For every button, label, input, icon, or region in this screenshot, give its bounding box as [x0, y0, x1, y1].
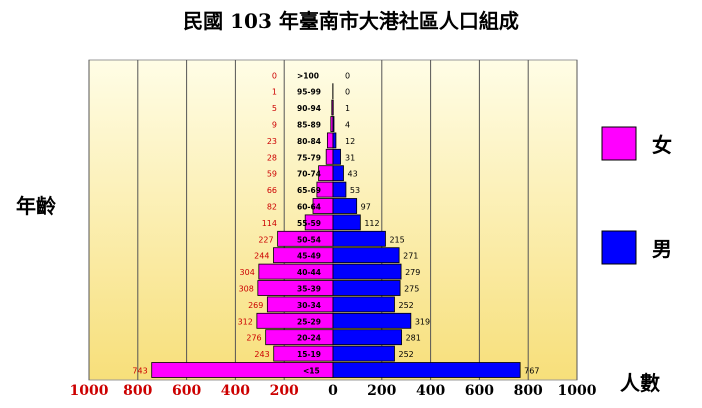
legend-female-label: 女: [652, 133, 672, 157]
bar-male-20-24: [332, 329, 402, 346]
x-tick-label: 800: [514, 383, 543, 399]
male-value-label: 4: [345, 121, 350, 130]
bar-male-<15: [332, 362, 521, 378]
female-value-label: 23: [267, 137, 277, 146]
male-value-label: 281: [406, 334, 421, 343]
x-tick-label: 0: [328, 383, 338, 399]
male-value-label: 0: [345, 71, 350, 80]
bar-male-15-19: [332, 345, 395, 362]
female-value-label: 304: [240, 268, 255, 277]
x-axis-ticks: 1000 800 600 400 200 0 200 400 600 800 1000: [70, 383, 597, 399]
female-value-label: 308: [239, 285, 254, 294]
age-group-label: >100: [297, 71, 319, 80]
age-group-label: 40-44: [297, 268, 321, 277]
female-value-label: 243: [254, 350, 269, 359]
x-tick-label: 600: [465, 383, 494, 399]
female-value-label: 1: [272, 88, 277, 97]
male-value-label: 43: [347, 170, 357, 179]
age-group-label: 15-19: [297, 350, 321, 359]
age-group-label: 75-79: [297, 153, 321, 162]
male-value-label: 279: [405, 268, 420, 277]
bar-female-40-44: [258, 263, 334, 280]
male-value-label: 271: [403, 252, 418, 261]
y-axis-label: 年齡: [16, 194, 56, 218]
bar-male-80-84: [332, 132, 337, 149]
male-value-label: 252: [398, 301, 413, 310]
age-group-label: 50-54: [297, 235, 321, 244]
x-tick-label: 400: [416, 383, 445, 399]
age-group-label: 85-89: [297, 121, 321, 130]
female-value-label: 743: [132, 367, 147, 376]
male-value-label: 1: [345, 104, 350, 113]
female-value-label: 276: [246, 334, 261, 343]
bar-female-25-29: [256, 312, 334, 329]
bar-male-45-49: [332, 247, 400, 264]
x-tick-label: 200: [270, 383, 299, 399]
bar-male-85-89: [332, 116, 335, 132]
x-tick-label: 600: [172, 383, 201, 399]
legend-female-swatch: [601, 126, 637, 161]
age-group-label: 35-39: [297, 285, 321, 294]
bar-male-65-69: [332, 181, 347, 198]
female-value-label: 312: [238, 317, 253, 326]
male-value-label: 0: [345, 88, 350, 97]
female-value-label: 5: [272, 104, 277, 113]
female-value-label: 269: [248, 301, 263, 310]
x-tick-label: 800: [123, 383, 152, 399]
female-value-label: 227: [258, 235, 273, 244]
male-value-label: 97: [361, 203, 371, 212]
bars-group: [151, 83, 521, 378]
male-value-label: 31: [345, 153, 355, 162]
male-value-label: 53: [350, 186, 360, 195]
bar-male-55-59: [332, 214, 361, 231]
female-value-label: 28: [267, 153, 277, 162]
male-value-label: 275: [404, 285, 419, 294]
x-tick-label: 400: [221, 383, 250, 399]
female-value-label: 9: [272, 121, 277, 130]
x-tick-label: 200: [367, 383, 396, 399]
bar-male-25-29: [332, 312, 412, 329]
male-value-label: 12: [345, 137, 355, 146]
bar-male-75-79: [332, 148, 341, 165]
bar-male-70-74: [332, 165, 344, 182]
age-group-label: 65-69: [297, 186, 321, 195]
age-group-label: 70-74: [297, 170, 321, 179]
age-group-label: 25-29: [297, 317, 321, 326]
female-value-label: 114: [262, 219, 277, 228]
bar-male-60-64: [332, 198, 358, 214]
x-tick-label: 1000: [558, 383, 597, 399]
x-axis-label: 人數: [620, 371, 660, 395]
female-value-label: 244: [254, 252, 269, 261]
age-group-label: 80-84: [297, 137, 321, 146]
male-value-label: 252: [398, 350, 413, 359]
x-tick-label: 1000: [70, 383, 109, 399]
chart-title: 民國 103 年臺南市大港社區人口組成: [183, 9, 519, 33]
age-group-label: 45-49: [297, 252, 321, 261]
age-group-label: 60-64: [297, 203, 321, 212]
legend-male-swatch: [601, 230, 637, 265]
bar-male-35-39: [332, 280, 401, 296]
male-value-label: 319: [415, 317, 430, 326]
age-group-label: 90-94: [297, 104, 321, 113]
female-value-label: 66: [267, 186, 277, 195]
bar-female-35-39: [257, 280, 334, 296]
male-value-label: 215: [389, 235, 404, 244]
age-group-label: 20-24: [297, 334, 321, 343]
age-group-label: 95-99: [297, 88, 321, 97]
female-value-label: 59: [267, 170, 277, 179]
bar-male-40-44: [332, 263, 402, 280]
bar-male-30-34: [332, 296, 395, 313]
legend-male-label: 男: [652, 237, 672, 261]
age-group-label: <15: [303, 367, 320, 376]
age-group-label: 30-34: [297, 301, 321, 310]
female-value-label: 82: [267, 203, 277, 212]
bar-male-50-54: [332, 230, 386, 247]
male-value-label: 767: [524, 367, 539, 376]
female-value-label: 0: [272, 71, 277, 80]
male-value-label: 112: [364, 219, 379, 228]
age-group-label: 55-59: [297, 219, 321, 228]
